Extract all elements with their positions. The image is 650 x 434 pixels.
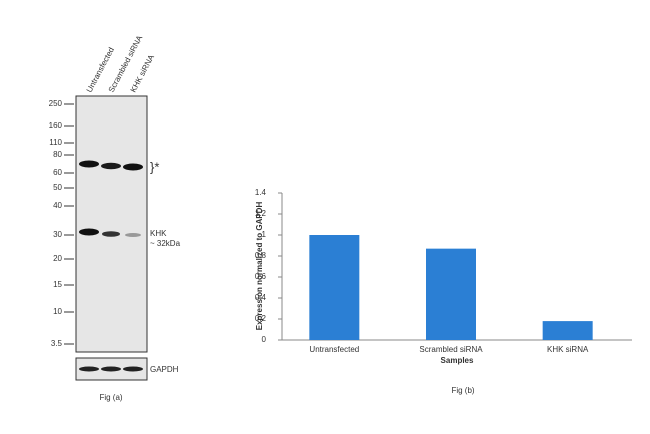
- loading-control: GAPDH: [150, 365, 179, 374]
- marker-label: 110: [49, 138, 62, 147]
- blot-panel: [75, 95, 148, 353]
- y-tick-label: 0: [262, 335, 267, 344]
- marker-label: 80: [53, 150, 62, 159]
- bracket-label: }*: [150, 159, 159, 174]
- marker-label: 250: [49, 99, 63, 108]
- y-tick-label: 0.6: [255, 272, 267, 281]
- marker-label: 60: [53, 168, 62, 177]
- gapdh-bands: [79, 366, 143, 372]
- band-label: KHK: [150, 229, 167, 238]
- bar: [542, 321, 593, 340]
- y-tick-label: 1.2: [255, 209, 267, 218]
- y-tick-label: 0.8: [255, 251, 267, 260]
- y-tick-label: 0.2: [255, 314, 267, 323]
- marker-label: 160: [49, 121, 63, 130]
- y-axis-label: Expression normalized to GAPDH: [255, 202, 264, 331]
- y-tick-label: 0.4: [255, 293, 267, 302]
- y-tick-label: 1.4: [255, 188, 267, 197]
- bands: [79, 160, 143, 237]
- marker-label: 20: [53, 254, 62, 263]
- x-tick-label: Untransfected: [309, 345, 359, 354]
- marker-label: 3.5: [51, 339, 63, 348]
- caption-b: Fig (b): [451, 386, 474, 395]
- x-tick-label: Scrambled siRNA: [419, 345, 483, 354]
- band-size: ~ 32kDa: [150, 239, 181, 248]
- caption-a: Fig (a): [99, 393, 122, 402]
- y-tick-label: 1: [262, 230, 267, 239]
- bar: [426, 248, 476, 340]
- x-axis-label: Samples: [441, 356, 474, 365]
- marker-label: 15: [53, 280, 62, 289]
- marker-label: 40: [53, 201, 62, 210]
- bar: [309, 235, 360, 340]
- marker-label: 50: [53, 183, 62, 192]
- marker-label: 30: [53, 230, 62, 239]
- x-tick-label: KHK siRNA: [547, 345, 589, 354]
- marker-label: 10: [53, 307, 62, 316]
